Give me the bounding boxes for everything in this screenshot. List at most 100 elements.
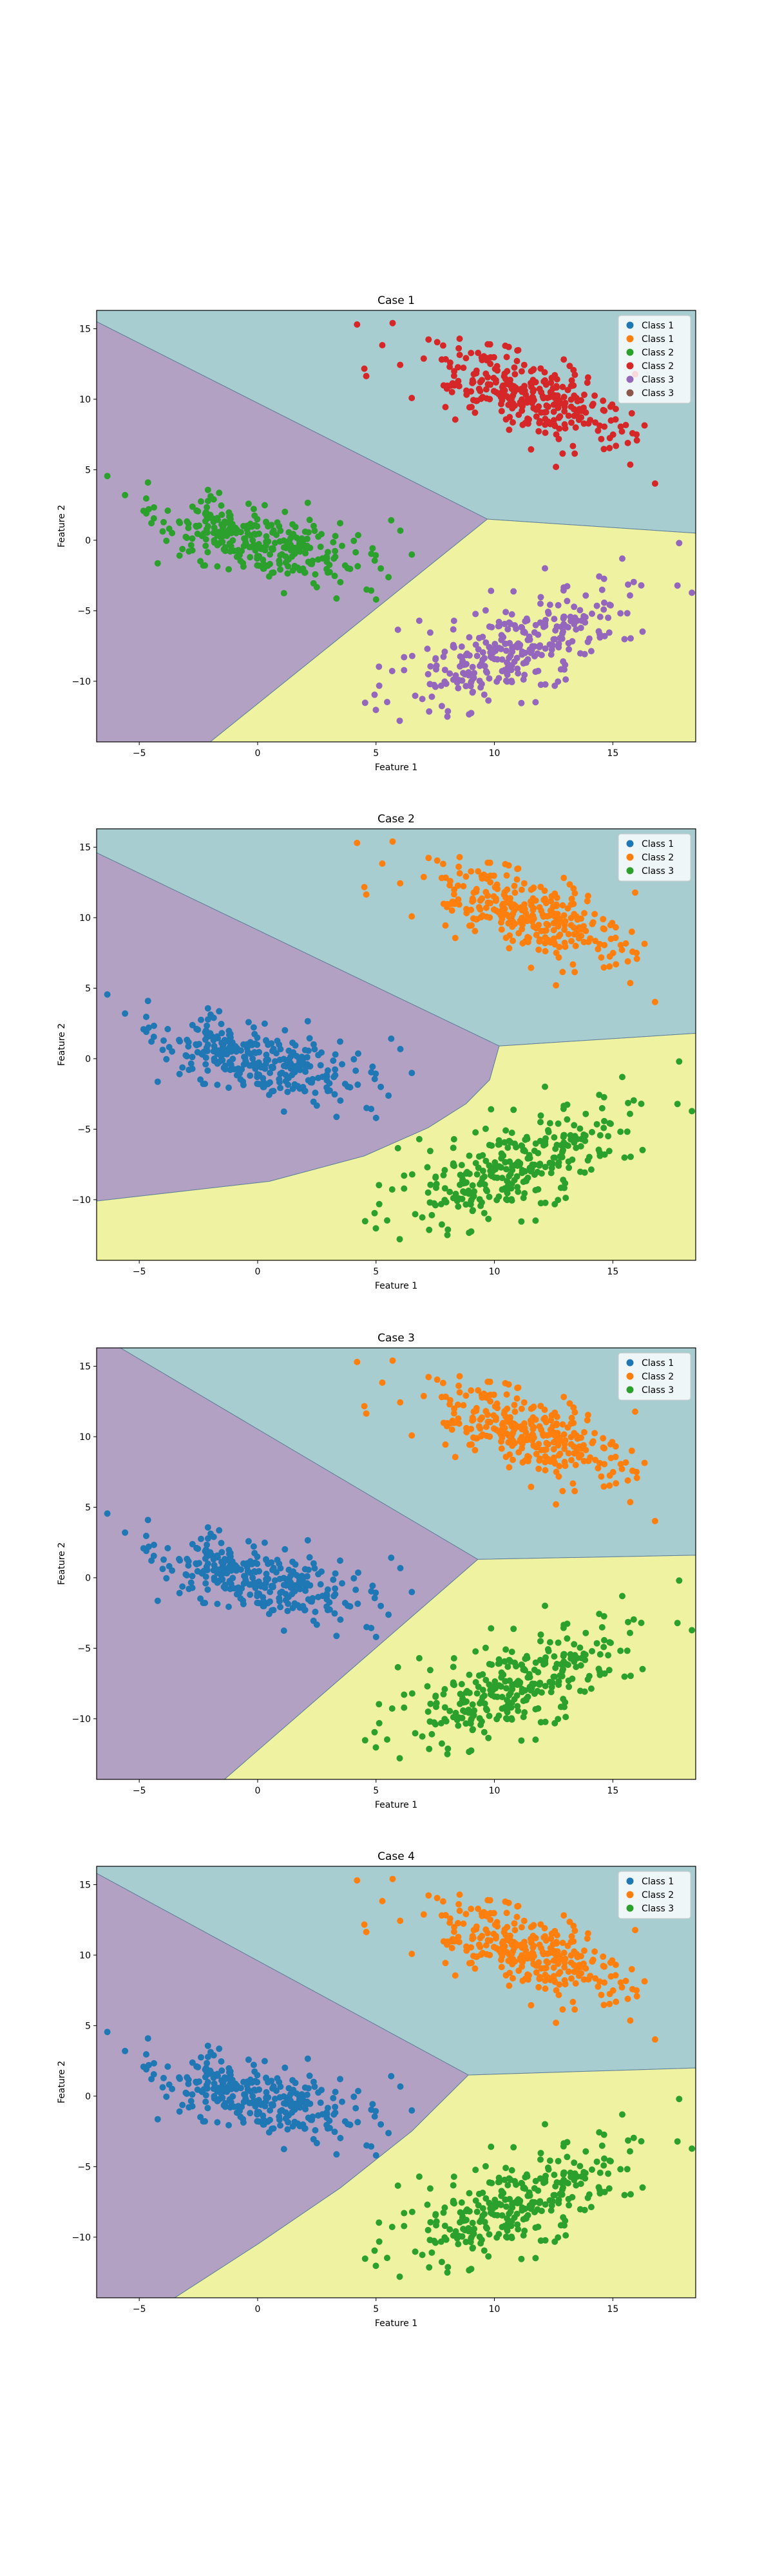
data-point (432, 1721, 439, 1728)
data-point (438, 1394, 445, 1401)
data-point (337, 1557, 343, 1564)
data-point (207, 1011, 214, 1018)
data-point (520, 880, 528, 887)
data-point (222, 1581, 229, 1588)
data-point (550, 408, 557, 415)
data-point (542, 620, 549, 627)
data-point (481, 2219, 488, 2226)
data-point (609, 1957, 616, 1964)
data-point (269, 2101, 276, 2108)
data-point (463, 355, 470, 362)
data-point (438, 2259, 445, 2266)
data-point (567, 1132, 574, 1139)
data-point (250, 2061, 257, 2069)
data-point (569, 1480, 577, 1487)
data-point (473, 1435, 481, 1442)
legend-marker (626, 853, 634, 861)
data-point (501, 889, 508, 896)
data-point (587, 1166, 595, 1173)
data-point (441, 1686, 448, 1692)
data-point (276, 557, 283, 564)
data-point (169, 1048, 176, 1055)
data-point (369, 2101, 376, 2108)
data-point (475, 1941, 482, 1948)
data-point (617, 2166, 624, 2173)
data-point (607, 1640, 614, 1646)
data-point (526, 1454, 532, 1461)
data-point (511, 1927, 519, 1934)
data-point (331, 1091, 338, 1098)
legend-label: Class 3 (642, 866, 674, 876)
data-point (397, 1565, 404, 1571)
data-point (513, 1692, 520, 1699)
data-point (506, 1173, 513, 1180)
data-point (507, 376, 513, 383)
data-point (600, 446, 607, 453)
data-point (485, 1215, 492, 1222)
y-tick-label: 15 (79, 842, 91, 853)
data-point (220, 2083, 227, 2090)
data-point (354, 321, 361, 328)
data-point (571, 911, 578, 918)
data-point (564, 1116, 571, 1123)
data-point (462, 1698, 469, 1705)
data-point (388, 1554, 395, 1561)
data-point (617, 423, 624, 430)
data-point (355, 1050, 361, 1057)
data-point (151, 504, 157, 511)
data-point (303, 1573, 310, 1580)
data-point (522, 1436, 529, 1443)
data-point (154, 2116, 161, 2123)
data-point (575, 408, 582, 415)
x-axis-label: Feature 1 (375, 1800, 417, 1810)
data-point (450, 1144, 457, 1151)
data-point (245, 2056, 252, 2063)
data-point (488, 2179, 495, 2186)
data-point (511, 389, 518, 395)
x-tick-label: 15 (607, 748, 618, 759)
data-point (216, 489, 223, 497)
data-point (350, 1056, 358, 1063)
data-point (446, 2226, 453, 2233)
data-point (442, 922, 449, 929)
data-point (479, 895, 486, 902)
data-point (562, 425, 569, 432)
data-point (376, 2238, 383, 2245)
data-point (581, 910, 587, 916)
data-point (460, 1402, 467, 1409)
data-point (601, 925, 608, 933)
x-tick-label: 0 (254, 1267, 260, 1277)
data-point (432, 1202, 439, 1209)
data-point (527, 1935, 534, 1942)
data-point (425, 1374, 432, 1381)
data-point (538, 1446, 545, 1454)
data-point (498, 401, 504, 408)
data-point (465, 2225, 472, 2231)
data-point (553, 895, 560, 901)
data-point (396, 717, 403, 724)
data-point (446, 1919, 453, 1926)
data-point (202, 1548, 209, 1555)
data-point (473, 888, 480, 895)
data-point (641, 422, 648, 429)
data-point (581, 1429, 587, 1435)
data-point (176, 1589, 183, 1596)
data-point (193, 2078, 200, 2085)
data-point (560, 1624, 567, 1631)
data-point (330, 1057, 337, 1064)
data-point (567, 613, 574, 620)
data-point (511, 1945, 518, 1951)
data-point (503, 1166, 510, 1173)
data-point (562, 399, 569, 406)
data-point (520, 1917, 528, 1924)
data-point (444, 1750, 451, 1757)
data-point (339, 542, 345, 549)
data-point (548, 651, 555, 658)
data-point (207, 1549, 214, 1556)
x-tick-label: 15 (607, 1267, 618, 1277)
data-point (507, 1414, 513, 1421)
data-point (280, 2100, 287, 2107)
data-point (628, 928, 635, 935)
